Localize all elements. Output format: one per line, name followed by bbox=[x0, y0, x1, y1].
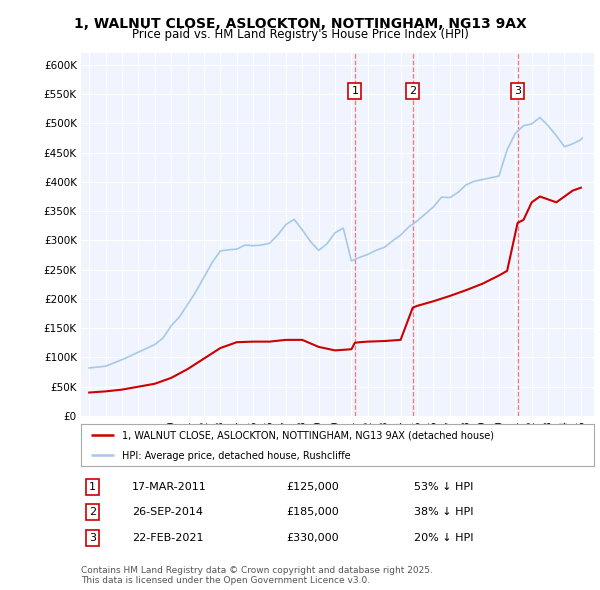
Text: £185,000: £185,000 bbox=[286, 507, 339, 517]
Text: £330,000: £330,000 bbox=[286, 533, 339, 543]
Text: 1: 1 bbox=[352, 86, 358, 96]
Text: 17-MAR-2011: 17-MAR-2011 bbox=[133, 483, 207, 492]
Text: 22-FEB-2021: 22-FEB-2021 bbox=[133, 533, 204, 543]
Text: 2: 2 bbox=[89, 507, 96, 517]
Text: Price paid vs. HM Land Registry's House Price Index (HPI): Price paid vs. HM Land Registry's House … bbox=[131, 28, 469, 41]
Text: HPI: Average price, detached house, Rushcliffe: HPI: Average price, detached house, Rush… bbox=[122, 451, 350, 461]
Text: 38% ↓ HPI: 38% ↓ HPI bbox=[415, 507, 474, 517]
Text: 26-SEP-2014: 26-SEP-2014 bbox=[133, 507, 203, 517]
Text: 3: 3 bbox=[89, 533, 96, 543]
Text: Contains HM Land Registry data © Crown copyright and database right 2025.
This d: Contains HM Land Registry data © Crown c… bbox=[81, 566, 433, 585]
Text: 1, WALNUT CLOSE, ASLOCKTON, NOTTINGHAM, NG13 9AX: 1, WALNUT CLOSE, ASLOCKTON, NOTTINGHAM, … bbox=[74, 17, 526, 31]
Text: 3: 3 bbox=[514, 86, 521, 96]
Text: 2: 2 bbox=[409, 86, 416, 96]
Text: 20% ↓ HPI: 20% ↓ HPI bbox=[415, 533, 474, 543]
Text: 1, WALNUT CLOSE, ASLOCKTON, NOTTINGHAM, NG13 9AX (detached house): 1, WALNUT CLOSE, ASLOCKTON, NOTTINGHAM, … bbox=[122, 431, 494, 441]
Text: 1: 1 bbox=[89, 483, 96, 492]
Text: 53% ↓ HPI: 53% ↓ HPI bbox=[415, 483, 474, 492]
Text: £125,000: £125,000 bbox=[286, 483, 339, 492]
